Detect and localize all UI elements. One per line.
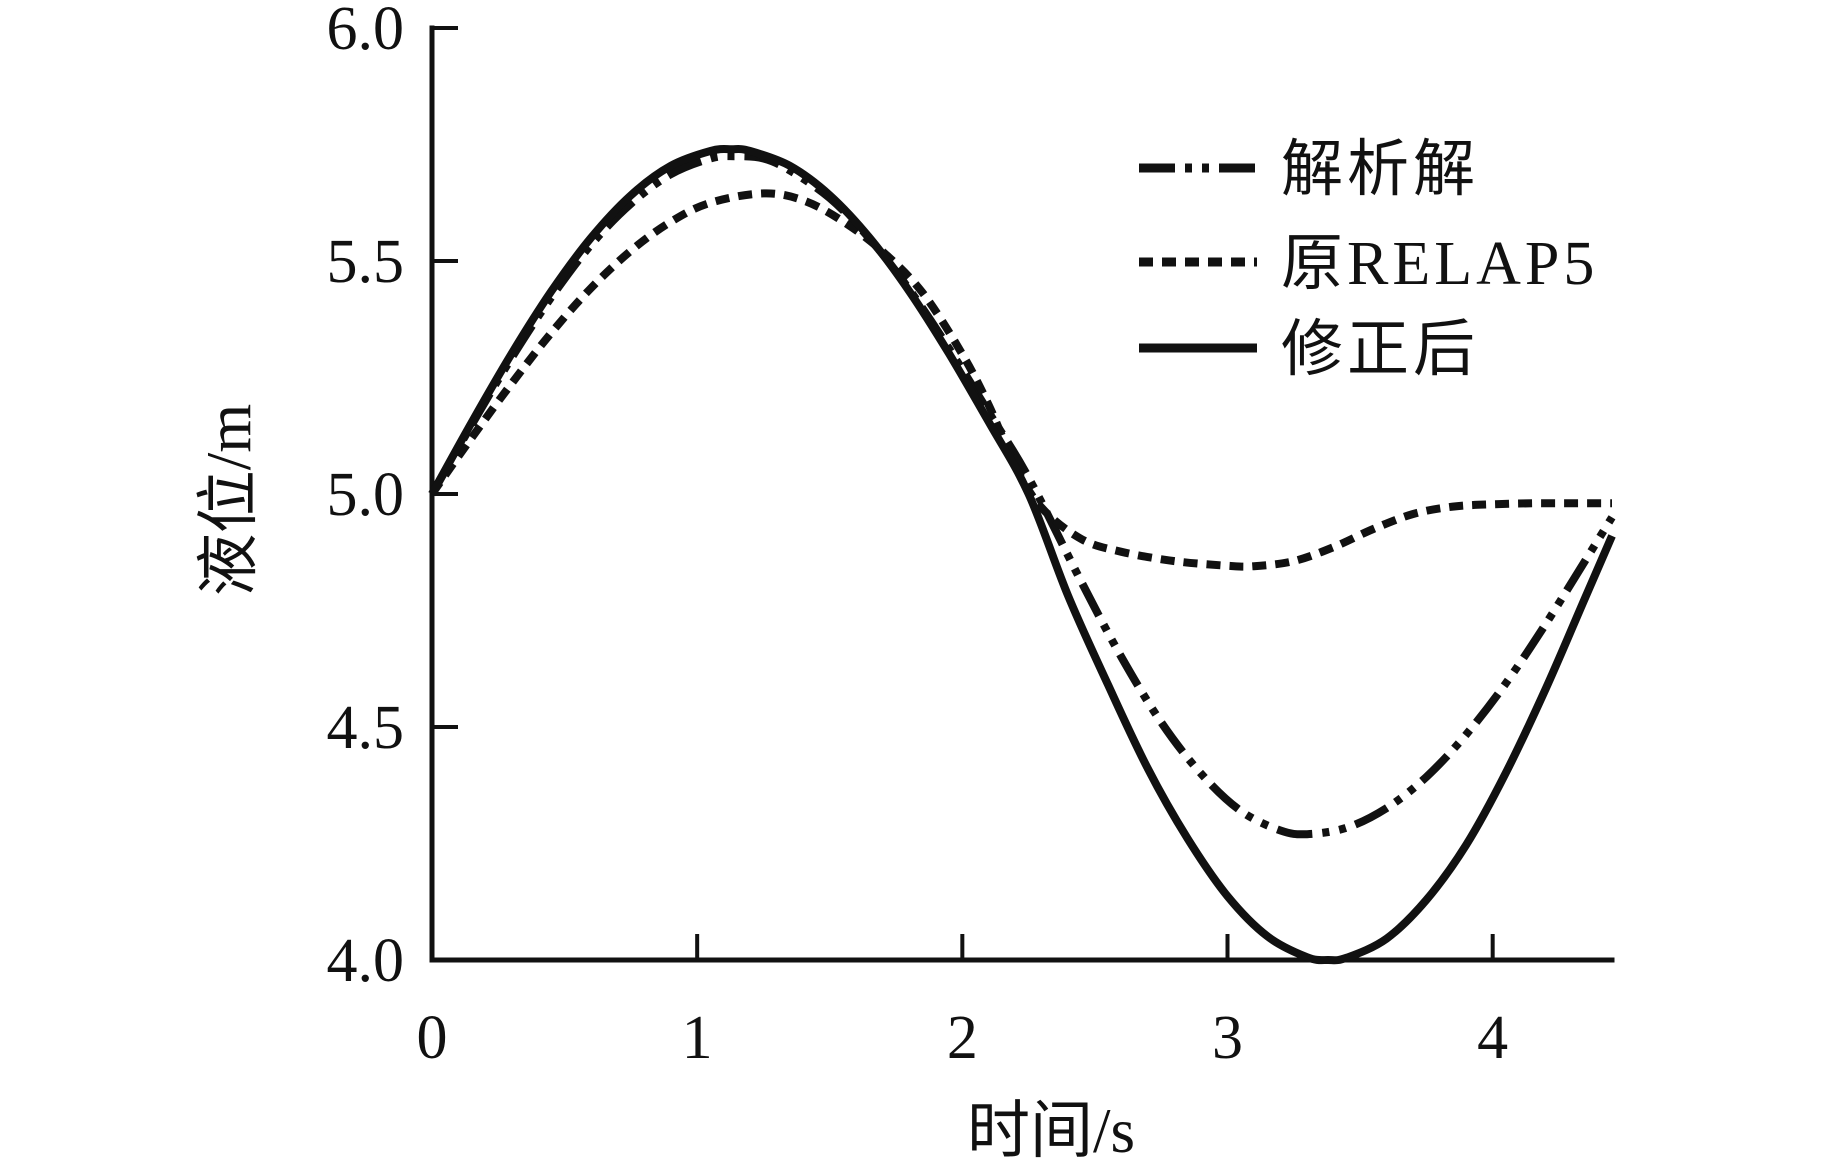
x-tick-label: 0 xyxy=(417,1004,448,1072)
curve-corrected xyxy=(428,145,1616,965)
curves xyxy=(428,145,1616,965)
y-axis-title: 液位/m xyxy=(194,404,264,597)
y-tick-label: 4.0 xyxy=(327,927,405,995)
x-axis-title: 时间/s xyxy=(967,1096,1135,1160)
x-tick-label: 4 xyxy=(1477,1004,1508,1072)
legend-item-original-relap5: 原RELAP5 xyxy=(1139,230,1598,298)
y-tick-label: 4.5 xyxy=(327,694,405,762)
legend-label-analytical-solution: 解析解 xyxy=(1281,136,1479,204)
curve-original-relap5 xyxy=(428,189,1613,571)
legend-item-corrected: 修正后 xyxy=(1139,316,1479,384)
y-tick-label: 6.0 xyxy=(327,0,405,63)
x-tick-label: 1 xyxy=(682,1004,713,1072)
y-tick-label: 5.0 xyxy=(327,461,405,529)
legend-label-original-relap5: 原RELAP5 xyxy=(1281,230,1598,298)
x-tick-label: 2 xyxy=(947,1004,978,1072)
curve-analytical-solution xyxy=(428,152,1616,839)
legend-label-corrected: 修正后 xyxy=(1281,316,1479,384)
y-tick-label: 5.5 xyxy=(327,228,405,296)
axes: 0 1 2 3 4 4.0 4.5 5.0 5.5 6.0 xyxy=(327,0,1615,1072)
x-tick-label: 3 xyxy=(1212,1004,1243,1072)
legend: 解析解 原RELAP5 修正后 xyxy=(1139,136,1598,384)
legend-item-analytical-solution: 解析解 xyxy=(1139,136,1479,204)
